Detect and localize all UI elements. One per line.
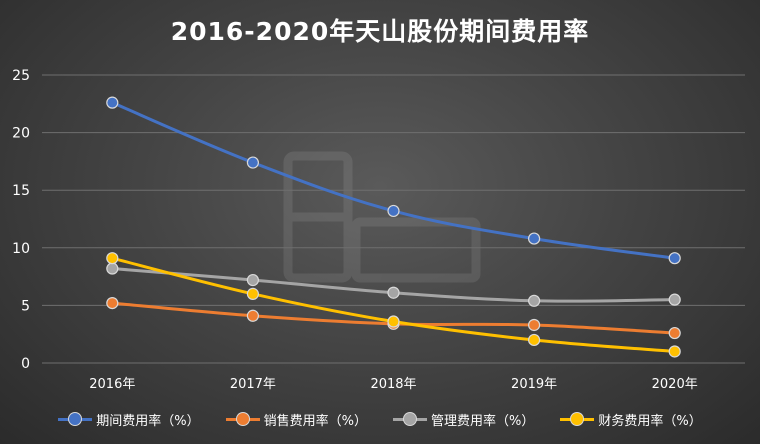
data-point xyxy=(106,296,119,310)
data-point xyxy=(527,318,541,332)
legend-swatch xyxy=(560,412,595,426)
legend-label: 财务费用率（%） xyxy=(598,413,702,429)
legend-label: 销售费用率（%） xyxy=(263,413,367,429)
data-point xyxy=(527,294,541,307)
x-tick-label: 2018年 xyxy=(370,377,416,392)
legend-label: 期间费用率（%） xyxy=(96,413,200,429)
legend-item: 财务费用率（%） xyxy=(560,410,702,429)
series-line xyxy=(110,101,677,260)
data-point xyxy=(246,156,259,169)
legend-item: 管理费用率（%） xyxy=(393,410,534,429)
data-point xyxy=(527,333,541,347)
legend-label: 管理费用率（%） xyxy=(431,413,535,429)
y-tick-label: 20 xyxy=(12,126,30,142)
y-tick-label: 0 xyxy=(21,356,30,372)
legend-swatch xyxy=(225,412,260,426)
data-point xyxy=(246,273,259,287)
series-1 xyxy=(106,96,681,265)
data-point xyxy=(527,232,541,245)
series-line xyxy=(110,256,677,353)
x-tick-label: 2016年 xyxy=(89,377,135,392)
data-point xyxy=(106,252,119,265)
data-point xyxy=(246,309,259,322)
data-point xyxy=(668,293,681,306)
legend-swatch xyxy=(393,412,427,426)
data-point xyxy=(387,315,400,328)
data-point xyxy=(246,287,259,300)
data-point xyxy=(668,326,681,340)
data-point xyxy=(668,345,681,358)
data-point xyxy=(106,262,119,275)
data-point xyxy=(668,252,681,265)
y-tick-label: 10 xyxy=(12,241,30,257)
series-3 xyxy=(106,262,681,307)
data-point xyxy=(387,204,400,218)
y-tick-label: 25 xyxy=(12,68,30,84)
x-tick-label: 2017年 xyxy=(230,377,276,392)
x-tick-label: 2019年 xyxy=(511,377,557,392)
y-tick-label: 5 xyxy=(21,298,30,314)
watermark-logo xyxy=(283,151,481,283)
legend-item: 期间费用率（%） xyxy=(58,410,200,429)
legend-swatch xyxy=(58,412,93,426)
data-point xyxy=(387,286,400,299)
x-tick-label: 2020年 xyxy=(652,377,698,392)
legend-item: 销售费用率（%） xyxy=(225,410,367,429)
legend: 期间费用率（%） 销售费用率（%） 管理费用率（%） 财务费用率（%） xyxy=(0,406,760,432)
data-point xyxy=(106,96,119,109)
y-tick-label: 15 xyxy=(12,183,30,199)
series-4 xyxy=(106,252,681,358)
chart-title: 2016-2020年天山股份期间费用率 xyxy=(170,17,590,46)
